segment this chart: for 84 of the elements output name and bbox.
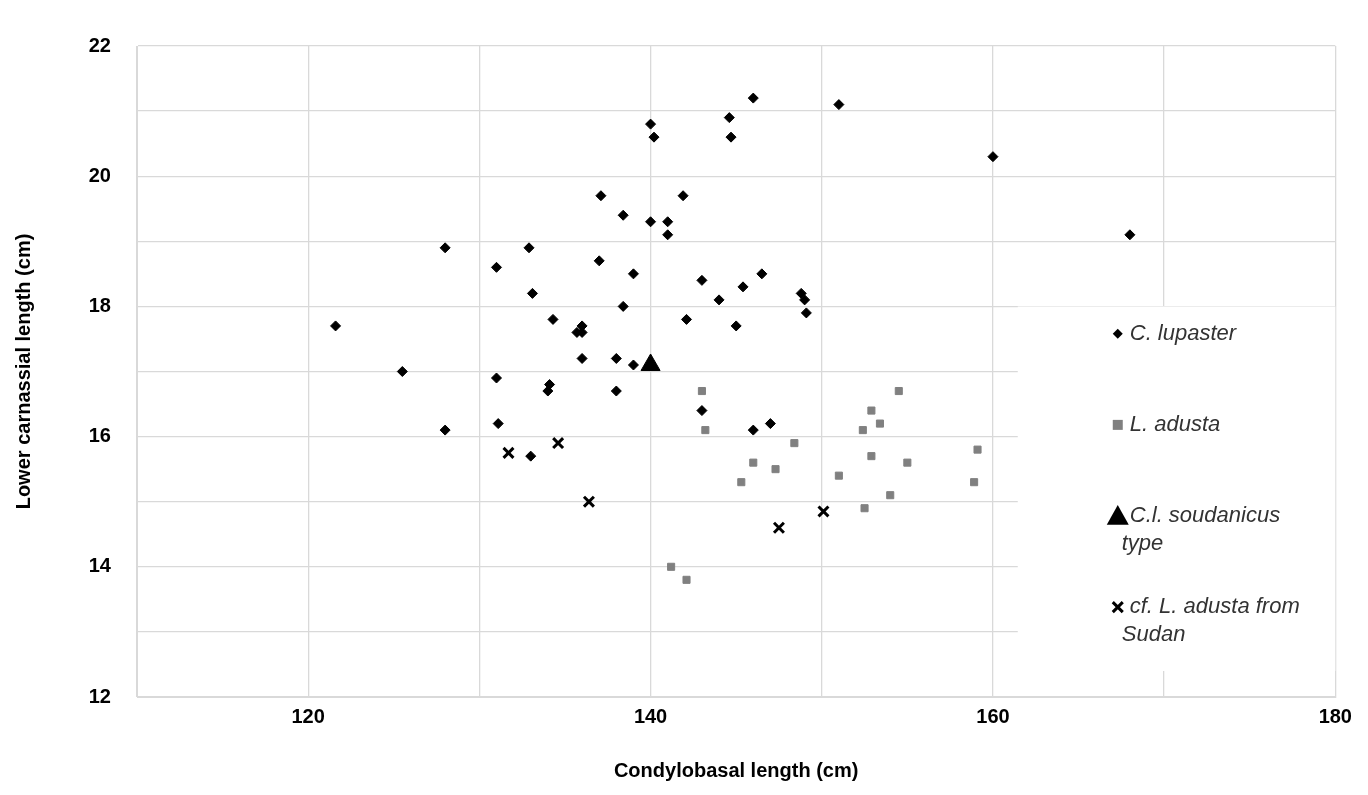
- point: [525, 450, 537, 462]
- point: [817, 505, 830, 518]
- point: [492, 418, 504, 430]
- point: [725, 131, 737, 143]
- point: [860, 504, 869, 513]
- point: [747, 92, 759, 104]
- point: [610, 385, 622, 397]
- point: [662, 229, 674, 241]
- y-tick-label: 14: [88, 554, 112, 577]
- point: [771, 465, 780, 474]
- point: [886, 491, 895, 500]
- point: [697, 386, 706, 396]
- point: [696, 405, 708, 417]
- point: [730, 320, 742, 332]
- point: [701, 426, 710, 435]
- point: [737, 478, 746, 487]
- legend-label: C. lupaster: [1129, 319, 1238, 345]
- point: [834, 471, 843, 480]
- point: [667, 562, 676, 571]
- point: [858, 426, 867, 435]
- point: [547, 313, 559, 325]
- point: [713, 294, 725, 306]
- point: [551, 436, 565, 450]
- point: [799, 294, 811, 306]
- point: [439, 424, 451, 436]
- legend-label: cf. L. adusta from Sudan: [1121, 593, 1300, 647]
- point: [970, 478, 979, 487]
- point: [894, 386, 903, 396]
- point: [662, 216, 674, 228]
- point: [582, 495, 596, 509]
- y-tick-label: 18: [88, 293, 111, 316]
- point: [648, 131, 660, 143]
- y-tick-label: 16: [88, 424, 111, 447]
- point: [617, 300, 629, 312]
- point: [790, 439, 799, 448]
- point: [396, 366, 408, 377]
- point: [677, 190, 689, 202]
- point: [491, 372, 502, 384]
- point: [617, 209, 629, 221]
- point: [627, 268, 639, 280]
- point: [795, 287, 807, 299]
- legend-label: C.l. soudanicus type: [1121, 502, 1281, 556]
- point: [772, 521, 786, 535]
- y-tick-label: 12: [88, 684, 111, 707]
- point: [681, 313, 693, 325]
- point: [645, 216, 657, 228]
- point: [627, 359, 639, 371]
- point: [737, 281, 749, 293]
- point: [491, 261, 502, 273]
- point: [800, 307, 812, 319]
- point: [867, 452, 876, 461]
- point: [595, 190, 607, 202]
- point: [987, 151, 999, 163]
- x-tick-label: 160: [976, 704, 1010, 727]
- point: [875, 419, 884, 428]
- x-tick-label: 120: [291, 704, 325, 727]
- x-tick-label: 140: [633, 704, 668, 727]
- point: [523, 242, 535, 254]
- point: [330, 320, 342, 332]
- point: [747, 424, 759, 436]
- point: [645, 118, 657, 130]
- point: [903, 458, 912, 467]
- y-tick-label: 20: [88, 163, 111, 186]
- point: [833, 99, 845, 111]
- point: [867, 406, 876, 415]
- point: [749, 458, 758, 467]
- point: [756, 268, 768, 280]
- point: [723, 112, 735, 124]
- point: [764, 418, 776, 430]
- point: [502, 446, 515, 460]
- point: [682, 575, 691, 584]
- point: [973, 445, 982, 454]
- point: [526, 287, 538, 299]
- point: [576, 352, 588, 364]
- point: [1124, 229, 1136, 241]
- x-tick-label: 180: [1318, 704, 1352, 727]
- x-axis-title: Condylobasal length (cm): [613, 758, 859, 781]
- point: [696, 274, 708, 286]
- point: [610, 352, 622, 364]
- point: [439, 242, 451, 254]
- point: [593, 255, 605, 267]
- y-axis-title: Lower carnassial length (cm): [11, 233, 34, 510]
- y-tick-label: 22: [88, 33, 111, 56]
- legend-label: L. adusta: [1129, 411, 1221, 437]
